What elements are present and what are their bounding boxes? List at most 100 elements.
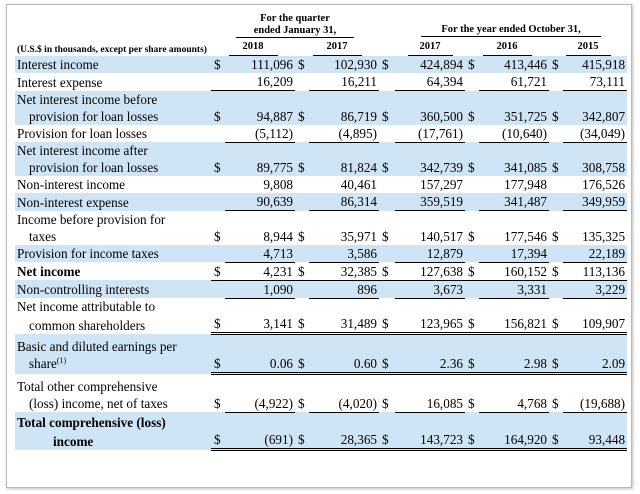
currency-sign: $ bbox=[298, 228, 305, 244]
cell-value: 4,231 bbox=[225, 262, 295, 281]
row-label-line1: Total comprehensive (loss) bbox=[15, 412, 211, 431]
row-interest-expense: Interest expense 16,209 16,211 64,394 61… bbox=[15, 73, 628, 91]
row-provision-income-taxes: Provision for income taxes 4,713 3,586 1… bbox=[15, 244, 628, 263]
cell-value: 3,141 bbox=[225, 315, 295, 335]
row-label-line2: share bbox=[29, 355, 57, 371]
currency-sign: $ bbox=[379, 431, 395, 451]
cell-value: 4,713 bbox=[225, 244, 295, 263]
row-label-line2: income bbox=[15, 431, 211, 450]
row-net-income-attributable: common shareholders $ 3,141 $ 31,489 $ 1… bbox=[15, 315, 628, 335]
currency-sign: $ bbox=[379, 315, 395, 335]
row-label: Interest expense bbox=[17, 74, 103, 90]
currency-sign: $ bbox=[295, 262, 309, 281]
currency-sign: $ bbox=[295, 315, 309, 335]
cell-value: (5,112) bbox=[225, 124, 295, 143]
currency-sign: $ bbox=[295, 107, 309, 125]
cell-value: 40,461 bbox=[340, 177, 377, 192]
cell-value: 143,723 bbox=[395, 431, 465, 451]
cell-value: 3,229 bbox=[563, 280, 628, 299]
currency-sign: $ bbox=[211, 56, 225, 73]
row-label: Net income bbox=[17, 264, 81, 279]
row-non-interest-expense: Non-interest expense 90,639 86,314 359,5… bbox=[15, 193, 628, 211]
cell-value: 359,519 bbox=[395, 193, 465, 211]
cell-value: 135,325 bbox=[582, 228, 626, 244]
row-label: Non-interest income bbox=[17, 177, 126, 192]
cell-value: 341,085 bbox=[479, 159, 549, 176]
row-total-comprehensive: income $ (691) $ 28,365 $ 143,723 $ 164,… bbox=[15, 431, 628, 451]
footnote-marker: (1) bbox=[56, 355, 67, 365]
cell-value: (4,020) bbox=[309, 394, 379, 413]
cell-value: 35,971 bbox=[340, 228, 377, 244]
cell-value: 17,394 bbox=[479, 244, 549, 263]
row-income-before-taxes: taxes $ 8,944 $ 35,971 $ 140,517 $ 177,5… bbox=[15, 228, 627, 245]
cell-value: 28,365 bbox=[309, 431, 379, 451]
cell-value: 0.06 bbox=[225, 354, 295, 375]
currency-sign: $ bbox=[295, 431, 309, 451]
cell-value: 81,824 bbox=[309, 159, 379, 176]
row-label: Provision for loan losses bbox=[17, 126, 148, 141]
cell-value: 22,189 bbox=[563, 244, 628, 263]
row-label-line1: Net interest income before bbox=[15, 90, 211, 108]
row-total-comprehensive-label: Total comprehensive (loss) bbox=[15, 412, 628, 431]
cell-value: 157,297 bbox=[420, 177, 463, 192]
row-net-interest-income-after-label: Net interest income after bbox=[15, 142, 628, 159]
row-label-line2: (loss) income, net of taxes bbox=[29, 396, 168, 411]
row-label-line2: taxes bbox=[29, 228, 57, 244]
cell-value: 2.98 bbox=[479, 354, 549, 375]
currency-sign: $ bbox=[549, 354, 563, 375]
cell-value: 3,586 bbox=[309, 244, 379, 263]
currency-sign: $ bbox=[382, 228, 389, 244]
row-label: Non-controlling interests bbox=[15, 280, 211, 298]
cell-value: 16,085 bbox=[395, 394, 465, 413]
cell-value: 93,448 bbox=[563, 431, 628, 451]
cell-value: 140,517 bbox=[420, 228, 463, 244]
currency-sign: $ bbox=[552, 228, 559, 244]
cell-value: 111,096 bbox=[225, 56, 295, 73]
currency-sign: $ bbox=[465, 354, 479, 375]
cell-value: 64,394 bbox=[395, 73, 465, 91]
quarter-header-line1: For the quarter bbox=[260, 13, 330, 24]
currency-sign: $ bbox=[379, 107, 395, 125]
currency-sign: $ bbox=[468, 396, 475, 411]
cell-value: (34,049) bbox=[563, 124, 628, 143]
quarter-header-line2: ended January 31, bbox=[235, 25, 355, 38]
year-group-label: For the year ended October 31, bbox=[421, 24, 601, 37]
cell-value: 89,775 bbox=[225, 159, 295, 176]
currency-sign: $ bbox=[211, 262, 225, 281]
row-label: Interest income bbox=[15, 56, 211, 73]
currency-sign: $ bbox=[379, 159, 395, 176]
currency-sign: $ bbox=[211, 107, 225, 125]
row-label: Non-interest expense bbox=[15, 193, 211, 211]
cell-value: 73,111 bbox=[563, 73, 628, 91]
cell-value: 342,739 bbox=[395, 159, 465, 176]
cell-value: 94,887 bbox=[225, 107, 295, 125]
row-net-income-attributable-label: Net income attributable to bbox=[15, 298, 627, 315]
row-label-line1: Net income attributable to bbox=[17, 299, 156, 314]
year-2018-q: 2018 bbox=[228, 38, 278, 56]
currency-sign: $ bbox=[549, 56, 563, 73]
currency-sign: $ bbox=[211, 159, 225, 176]
currency-sign: $ bbox=[295, 56, 309, 73]
currency-sign: $ bbox=[211, 431, 225, 451]
cell-value: 164,920 bbox=[479, 431, 549, 451]
row-provision-loan-losses: Provision for loan losses (5,112) (4,895… bbox=[15, 124, 628, 143]
cell-value: 177,948 bbox=[504, 177, 547, 192]
currency-sign: $ bbox=[211, 315, 225, 335]
row-eps: share(1) $ 0.06 $ 0.60 $ 2.36 $ 2.98 $ 2… bbox=[15, 354, 628, 375]
cell-value: 349,959 bbox=[563, 193, 628, 211]
financial-summary-table: For the quarter ended January 31, For th… bbox=[15, 5, 628, 451]
currency-sign: $ bbox=[465, 159, 479, 176]
quarter-group-header: For the quarter ended January 31, bbox=[211, 5, 379, 38]
currency-sign: $ bbox=[549, 262, 563, 281]
cell-value: 177,546 bbox=[504, 228, 547, 244]
cell-value: 351,725 bbox=[479, 107, 549, 125]
cell-value: 2.09 bbox=[563, 354, 628, 375]
currency-sign: $ bbox=[465, 262, 479, 281]
cell-value: 113,136 bbox=[563, 262, 628, 281]
cell-value: (691) bbox=[225, 431, 295, 451]
cell-value: 1,090 bbox=[225, 280, 295, 299]
cell-value: (10,640) bbox=[479, 124, 549, 143]
currency-sign: $ bbox=[465, 107, 479, 125]
year-2017-q: 2017 bbox=[312, 38, 362, 56]
cell-value: 61,721 bbox=[479, 73, 549, 91]
